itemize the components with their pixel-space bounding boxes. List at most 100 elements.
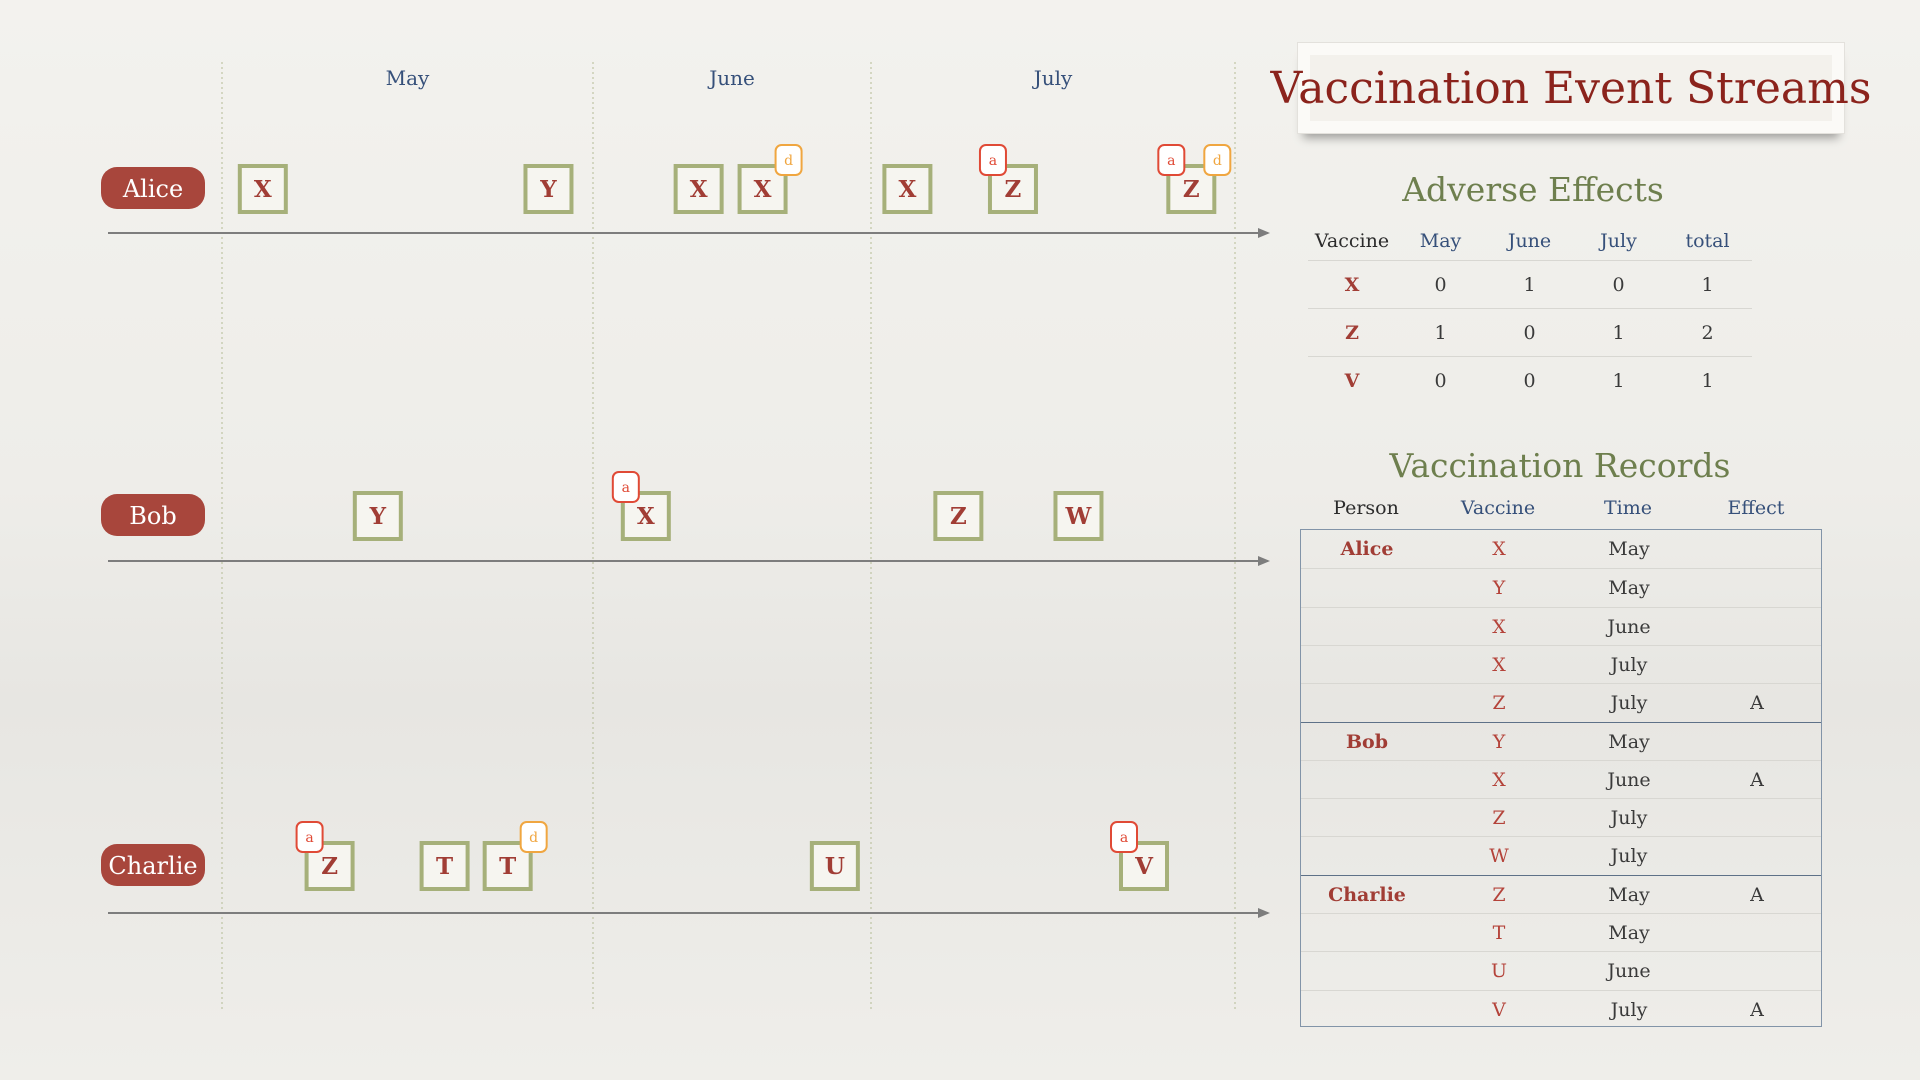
vaccination-event: Xd — [737, 144, 803, 214]
record-vaccine: X — [1492, 653, 1506, 676]
event-vaccine-label: X — [637, 503, 655, 530]
tag-box — [611, 471, 640, 503]
record-row: Bob Y May — [1301, 721, 1821, 761]
record-time: July — [1610, 998, 1648, 1021]
vaccination-event: Za d — [1157, 144, 1232, 214]
record-row: Z July — [1301, 798, 1821, 837]
event-vaccine-label: Z — [321, 853, 338, 880]
record-vaccine: W — [1489, 845, 1509, 868]
vaccination-records-title: Vaccination Records — [1389, 446, 1731, 485]
tag-label: d — [784, 153, 793, 169]
event-box — [1053, 491, 1104, 541]
event-vaccine-label: X — [898, 176, 916, 203]
record-time: May — [1608, 922, 1650, 944]
person-label: Bob — [101, 494, 205, 536]
adverse-effects-title: Adverse Effects — [1402, 170, 1664, 209]
record-row: X July — [1301, 644, 1821, 684]
tag-box — [295, 821, 324, 853]
event-vaccine-label: Z — [950, 503, 967, 530]
vaccination-event: Va — [1110, 821, 1169, 891]
vaccination-event: X — [882, 164, 933, 214]
vaccination-event: Za — [295, 821, 355, 891]
adverse-row: Z 1 0 1 2 — [1308, 308, 1752, 357]
month-label: June — [707, 66, 755, 90]
record-vaccine: V — [1492, 998, 1506, 1021]
record-person: Bob — [1345, 730, 1389, 753]
adverse-cell: 0 — [1485, 356, 1574, 404]
event-vaccine-label: U — [825, 853, 845, 880]
vaccination-event: W — [1053, 491, 1104, 541]
adverse-header-july: July — [1600, 230, 1637, 252]
record-effect: A — [1750, 883, 1764, 906]
adverse-cell: 1 — [1663, 356, 1752, 404]
event-box — [352, 491, 403, 541]
record-row: X June A — [1301, 759, 1821, 799]
vaccination-event: Y — [352, 491, 403, 541]
record-effect: A — [1750, 768, 1764, 791]
record-time: May — [1608, 577, 1650, 600]
record-vaccine: Z — [1492, 807, 1506, 830]
record-person: Charlie — [1328, 883, 1406, 906]
vaccination-event: Za — [978, 144, 1038, 214]
adverse-tag: a — [1110, 821, 1138, 853]
record-time: July — [1610, 845, 1648, 868]
adverse-cell: 1 — [1663, 260, 1752, 309]
record-row: X June — [1301, 606, 1821, 646]
vaccination-event: U — [809, 841, 860, 891]
event-box — [237, 164, 288, 214]
record-vaccine: X — [1492, 768, 1506, 791]
event-box — [882, 164, 933, 214]
record-row: Z July A — [1301, 683, 1821, 722]
event-vaccine-label: Y — [369, 503, 387, 530]
records-header-effect: Effect — [1727, 497, 1785, 519]
tag-box — [519, 821, 548, 853]
record-time: June — [1607, 768, 1651, 791]
record-time: July — [1610, 692, 1648, 715]
d-tag: d — [519, 821, 548, 853]
record-time: May — [1608, 883, 1650, 906]
record-row: U June — [1301, 951, 1821, 990]
page-title: Vaccination Event Streams — [1271, 55, 1871, 121]
tag-label: d — [529, 830, 538, 846]
adverse-tag: a — [978, 144, 1007, 176]
record-time: May — [1608, 538, 1650, 560]
event-vaccine-label: Z — [1183, 176, 1200, 203]
person-name: Bob — [129, 502, 176, 530]
vaccination-event: Xa — [611, 471, 671, 541]
person-pill — [101, 494, 205, 536]
adverse-cell: 0 — [1574, 260, 1663, 309]
event-box — [809, 841, 860, 891]
record-vaccine: Z — [1492, 883, 1506, 906]
adverse-effects-table: Vaccine May June July total X 0 1 0 1 Z … — [1308, 222, 1752, 404]
event-vaccine-label: T — [436, 853, 453, 880]
tag-box — [1203, 144, 1232, 176]
record-time: July — [1610, 653, 1648, 676]
tag-box — [978, 144, 1007, 176]
vaccination-event: Z — [933, 491, 984, 541]
record-row: Charlie Z May A — [1301, 874, 1821, 914]
event-box — [673, 164, 724, 214]
record-row: T May — [1301, 913, 1821, 952]
person-label: Charlie — [101, 844, 205, 886]
event-vaccine-label: Z — [1005, 176, 1022, 203]
event-vaccine-label: T — [499, 853, 516, 880]
vaccination-records-table: Alice X May Y May X June X July Z July A Bob Y May X Jun… — [1300, 529, 1822, 1027]
title-card: Vaccination Event Streams — [1271, 42, 1871, 134]
event-box — [737, 164, 788, 214]
records-header-time: Time — [1603, 497, 1652, 519]
tag-box — [1157, 144, 1186, 176]
tag-label: a — [1167, 153, 1175, 169]
event-box — [933, 491, 984, 541]
person-label: Alice — [101, 167, 205, 209]
person-name: Charlie — [108, 852, 197, 880]
vaccination-event: X — [673, 164, 724, 214]
record-person: Alice — [1340, 538, 1394, 560]
record-row: Y May — [1301, 568, 1821, 607]
vaccination-event: Td — [482, 821, 548, 891]
record-row: Alice X May — [1301, 530, 1821, 568]
vaccination-event: T — [419, 841, 470, 891]
record-vaccine: X — [1492, 615, 1506, 638]
tag-label: a — [305, 830, 313, 846]
adverse-cell: 0 — [1485, 308, 1574, 357]
adverse-row: V 0 0 1 1 — [1308, 356, 1752, 404]
